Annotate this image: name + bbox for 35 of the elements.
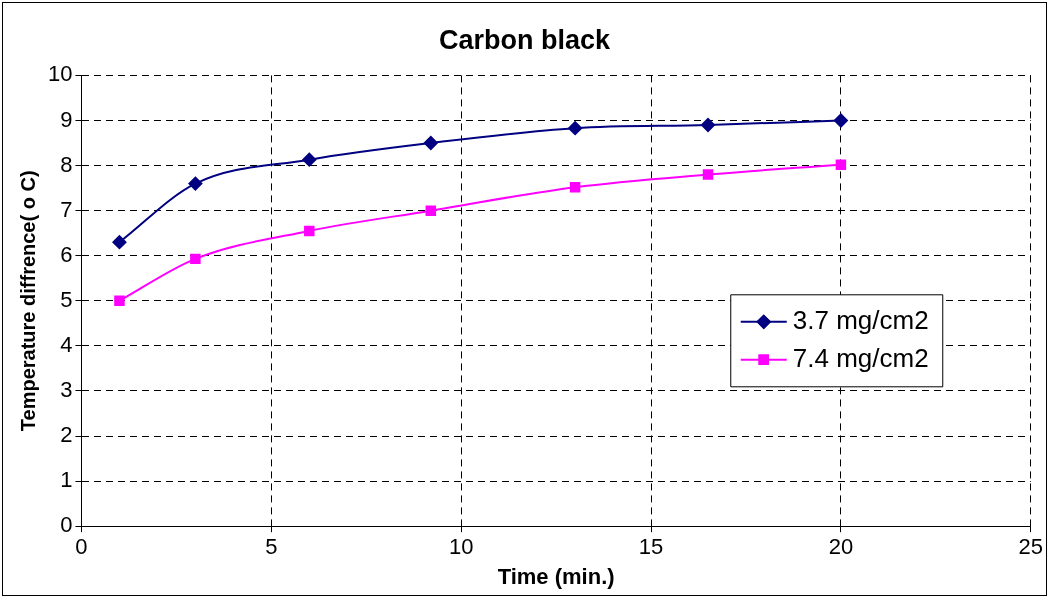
legend-label: 3.7 mg/cm2: [792, 304, 929, 335]
x-axis-title: Time (min.): [497, 563, 615, 589]
point: [701, 117, 716, 132]
point: [568, 121, 583, 136]
point: [569, 181, 581, 193]
y-tick-label: 0: [60, 512, 73, 538]
x-tick-label: 15: [638, 534, 664, 560]
y-tick-label: 5: [60, 286, 73, 312]
point: [302, 152, 317, 167]
point: [304, 225, 315, 237]
chart-title: Carbon black: [438, 24, 611, 55]
x-tick-label: 5: [265, 534, 278, 560]
y-tick-label: 9: [60, 106, 73, 132]
x-tick-label: 20: [828, 534, 854, 560]
point: [114, 295, 125, 307]
legend-label: 7.4 mg/cm2: [792, 342, 929, 373]
point: [188, 176, 203, 191]
y-tick-label: 3: [60, 377, 73, 403]
point: [112, 235, 127, 250]
y-axis-title: Temperature diffrence( o C): [16, 170, 39, 432]
y-tick-label: 4: [60, 331, 73, 357]
x-tick-label: 25: [1018, 534, 1044, 560]
point: [702, 169, 714, 180]
y-tick-label: 8: [60, 151, 73, 177]
point: [190, 253, 201, 265]
y-tick-label: 10: [47, 61, 73, 87]
y-tick-label: 1: [60, 467, 73, 493]
point: [835, 159, 847, 170]
y-tick-label: 6: [60, 241, 73, 267]
point: [833, 113, 848, 128]
y-tick-label: 7: [60, 196, 73, 222]
point: [423, 136, 438, 151]
x-tick-label: 10: [448, 534, 474, 560]
point: [425, 205, 437, 216]
y-tick-label: 2: [60, 422, 73, 448]
